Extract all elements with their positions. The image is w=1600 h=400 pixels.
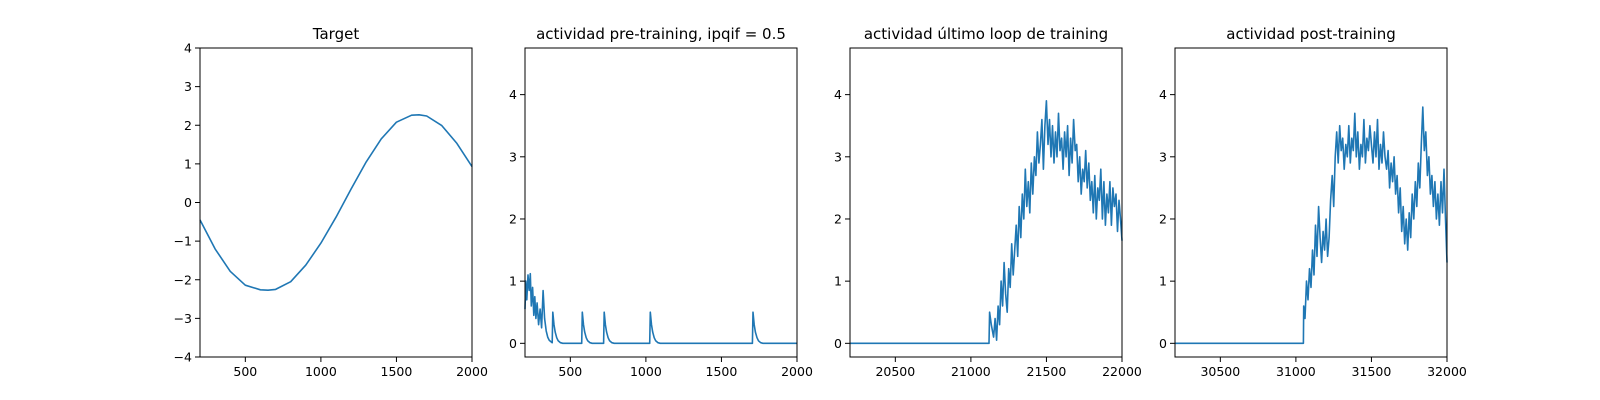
axes-frame [199, 47, 473, 358]
subplot-title: actividad último loop de training [864, 25, 1108, 43]
x-tick-label: 21500 [1027, 364, 1067, 379]
y-tick-label: −1 [174, 234, 192, 249]
x-tick-label: 500 [233, 364, 257, 379]
x-tick-label: 31500 [1352, 364, 1392, 379]
subplot-title: actividad post-training [1226, 25, 1395, 43]
x-tick-label: 22000 [1102, 364, 1142, 379]
subplot-title: actividad pre-training, ipqif = 0.5 [536, 25, 786, 43]
x-tick-label: 31000 [1276, 364, 1316, 379]
x-tick-label: 21000 [951, 364, 991, 379]
y-tick-label: 3 [834, 149, 842, 164]
y-tick-label: −2 [174, 272, 192, 287]
series-line [850, 100, 1123, 345]
x-tick-label: 1500 [706, 364, 738, 379]
x-tick-label: 1000 [305, 364, 337, 379]
axes-frame [1174, 47, 1448, 358]
y-tick-label: 3 [184, 79, 192, 94]
y-tick-label: 0 [1159, 336, 1167, 351]
y-tick-label: 2 [184, 118, 192, 133]
y-tick-label: 1 [834, 274, 842, 289]
series-line [199, 114, 473, 292]
y-tick-label: 3 [509, 149, 517, 164]
y-tick-label: 1 [509, 274, 517, 289]
y-tick-label: 2 [509, 211, 517, 226]
y-tick-label: 4 [184, 41, 192, 56]
x-tick-label: 500 [558, 364, 582, 379]
x-tick-label: 30500 [1200, 364, 1240, 379]
x-tick-label: 32000 [1427, 364, 1467, 379]
y-tick-label: −3 [174, 311, 192, 326]
y-tick-label: 4 [834, 87, 842, 102]
axes-frame [524, 47, 798, 358]
y-tick-label: 0 [184, 195, 192, 210]
x-tick-label: 1500 [381, 364, 413, 379]
x-tick-label: 20500 [875, 364, 915, 379]
y-tick-label: 0 [834, 336, 842, 351]
y-tick-label: 4 [1159, 87, 1167, 102]
subplot-1: Target 500 1000 1500 2000 −4 −3 −2 −1 0 1 2 3 4 [174, 25, 488, 379]
subplot-title: Target [312, 25, 360, 43]
series-line [524, 272, 797, 345]
y-tick-label: −4 [174, 350, 192, 365]
y-tick-label: 3 [1159, 149, 1167, 164]
axes-frame [849, 47, 1123, 358]
y-tick-label: 2 [1159, 211, 1167, 226]
x-tick-label: 1000 [630, 364, 662, 379]
y-tick-label: 1 [184, 156, 192, 171]
x-tick-label: 2000 [781, 364, 813, 379]
y-tick-label: 1 [1159, 274, 1167, 289]
x-tick-label: 2000 [456, 364, 488, 379]
y-tick-label: 0 [509, 336, 517, 351]
y-tick-label: 2 [834, 211, 842, 226]
series-line [1175, 106, 1448, 345]
y-tick-label: 4 [509, 87, 517, 102]
